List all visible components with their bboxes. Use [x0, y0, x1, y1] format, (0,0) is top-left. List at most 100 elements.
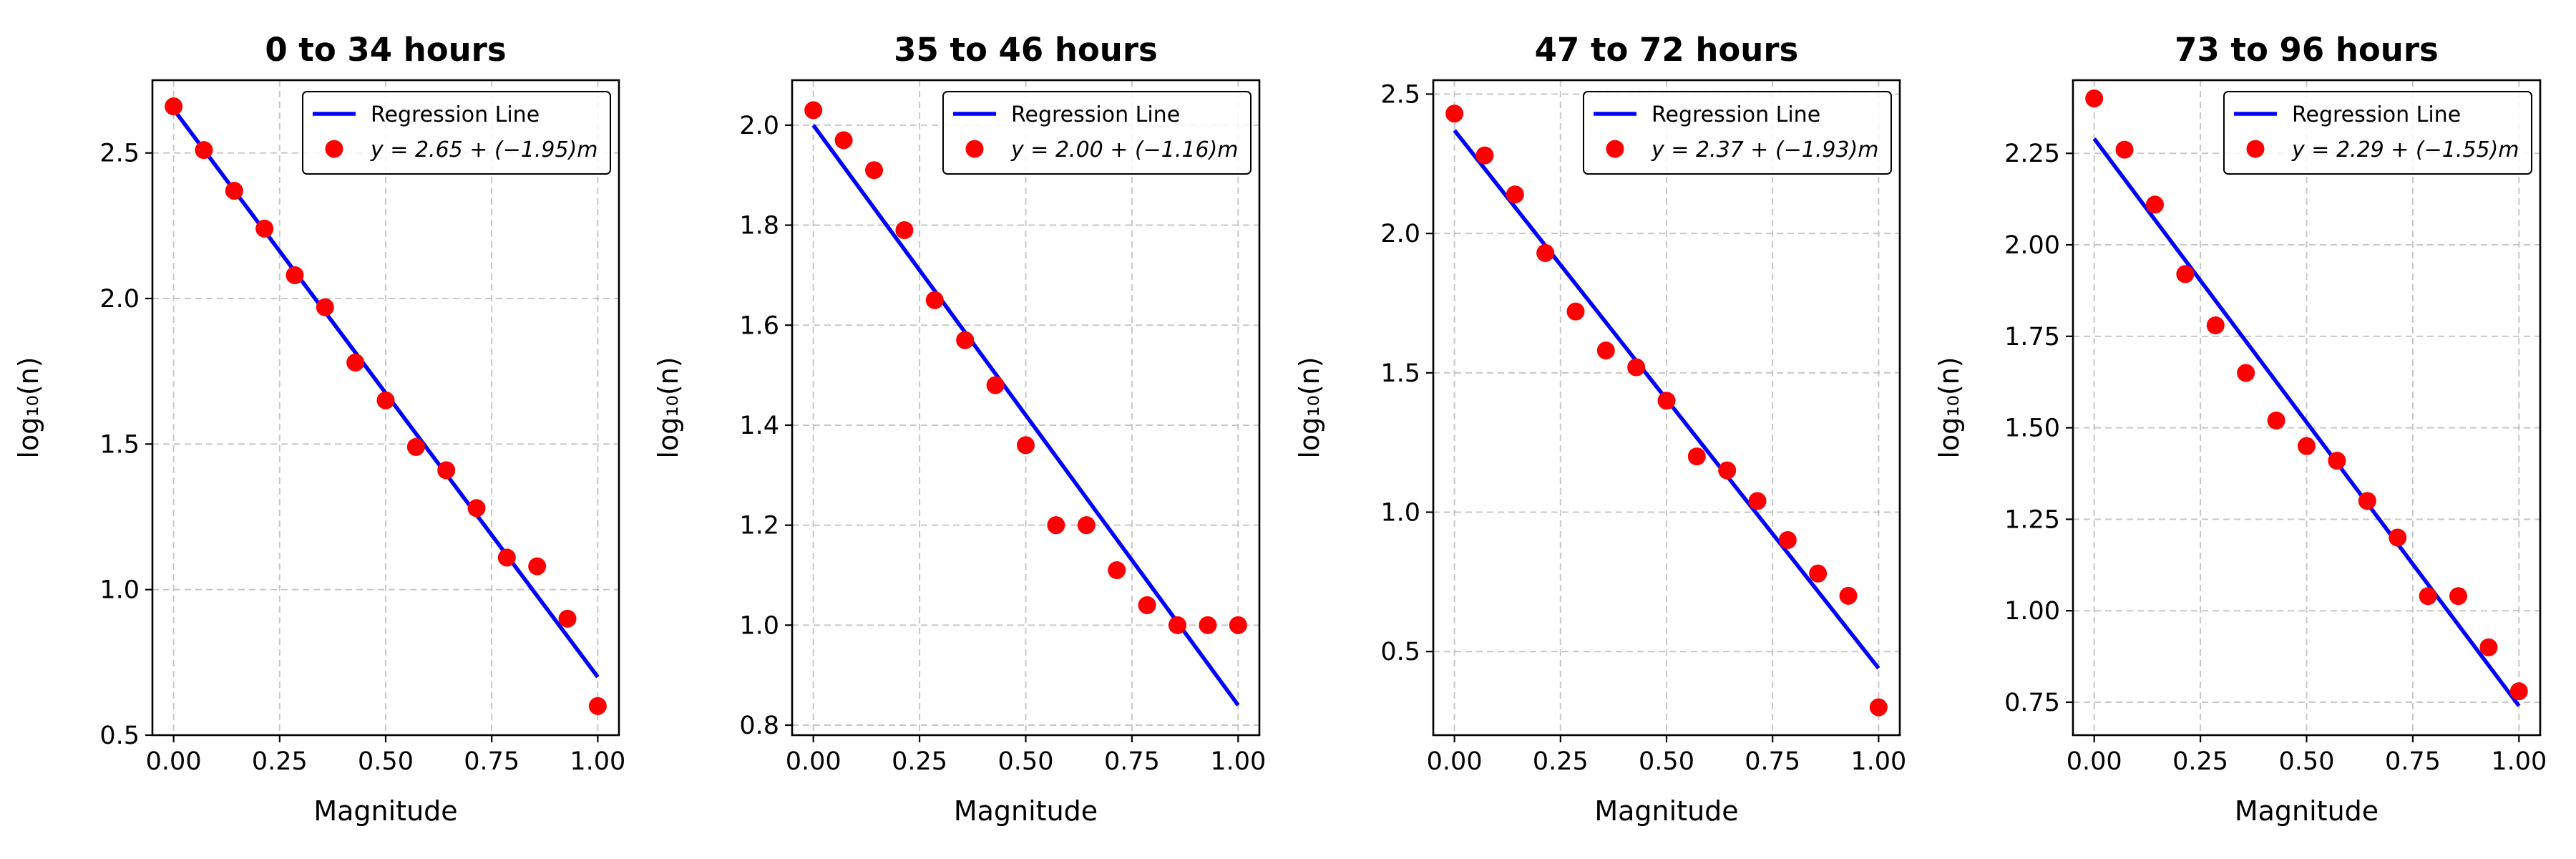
legend-points-label: y = 2.37 + (−1.93)m	[1651, 137, 1879, 162]
data-point	[1077, 516, 1096, 535]
legend: Regression Line y = 2.37 + (−1.93)m	[1583, 91, 1892, 175]
data-point	[1596, 341, 1615, 360]
regression-line	[811, 124, 1240, 707]
x-tick-label: 0.00	[146, 747, 202, 776]
data-point	[1199, 616, 1217, 634]
x-axis-label: Magnitude	[313, 795, 457, 827]
regression-line	[2092, 137, 2521, 707]
legend-line-label: Regression Line	[371, 102, 540, 127]
y-tick-label: 0.5	[1380, 638, 1420, 666]
data-point	[2206, 316, 2225, 334]
data-point	[1536, 243, 1555, 262]
y-tick-label: 0.5	[99, 722, 140, 750]
x-axis-label: Magnitude	[2235, 795, 2379, 827]
chart-title: 35 to 46 hours	[894, 31, 1158, 69]
data-point	[2267, 411, 2285, 430]
data-point	[1566, 302, 1585, 321]
data-point	[2449, 587, 2467, 606]
data-point	[1475, 146, 1494, 165]
data-point	[1778, 530, 1797, 549]
data-point	[588, 697, 607, 715]
y-axis-label: log₁₀(n)	[653, 356, 684, 458]
y-tick-label: 1.00	[2004, 597, 2060, 626]
y-tick-label: 2.25	[2004, 140, 2060, 168]
y-tick-label: 2.5	[99, 140, 140, 168]
y-tick-label: 1.6	[739, 311, 779, 340]
y-axis-label: log₁₀(n)	[1933, 356, 1965, 458]
data-point	[2146, 195, 2165, 214]
legend-point-swatch	[1606, 140, 1624, 158]
data-point	[286, 266, 304, 284]
data-point	[1718, 461, 1737, 480]
legend-line-label: Regression Line	[2292, 102, 2461, 127]
x-tick-label: 0.75	[2385, 747, 2441, 776]
y-tick-label: 1.75	[2004, 323, 2060, 351]
data-point	[2176, 265, 2195, 283]
data-point	[2237, 364, 2255, 382]
x-tick-label: 0.00	[2067, 747, 2122, 776]
data-point	[346, 353, 365, 372]
data-point	[1809, 564, 1828, 583]
x-tick-label: 0.25	[1533, 747, 1589, 776]
y-tick-label: 2.00	[2004, 231, 2060, 260]
x-tick-label: 0.00	[786, 747, 841, 776]
data-point	[2419, 587, 2437, 606]
y-tick-label: 1.5	[1380, 359, 1420, 388]
legend: Regression Line y = 2.65 + (−1.95)m	[302, 91, 611, 175]
data-point	[406, 437, 425, 456]
data-point	[467, 499, 486, 518]
y-tick-label: 1.8	[739, 212, 779, 241]
data-point	[2358, 492, 2376, 510]
x-axis-label: Magnitude	[1594, 795, 1738, 827]
data-point	[437, 461, 456, 480]
y-tick-label: 1.0	[739, 611, 779, 640]
y-tick-label: 1.0	[99, 576, 140, 605]
chart-title: 47 to 72 hours	[1535, 31, 1799, 69]
data-point	[528, 557, 547, 576]
data-point	[2115, 140, 2134, 159]
x-tick-label: 0.25	[892, 747, 947, 776]
data-point	[1657, 392, 1676, 410]
data-point	[2085, 89, 2104, 108]
x-tick-label: 0.25	[252, 747, 308, 776]
data-point	[1168, 616, 1186, 634]
x-tick-label: 0.75	[464, 747, 519, 776]
legend-points-label: y = 2.29 + (−1.55)m	[2291, 137, 2519, 162]
x-tick-label: 0.25	[2172, 747, 2228, 776]
data-point	[1108, 561, 1126, 580]
y-tick-label: 2.5	[1380, 80, 1420, 109]
data-point	[1748, 492, 1767, 510]
data-point	[986, 376, 1005, 394]
data-point	[497, 548, 516, 567]
y-axis-label: log₁₀(n)	[1294, 356, 1325, 458]
data-point	[1627, 358, 1646, 377]
data-point	[865, 161, 884, 180]
x-tick-label: 1.00	[570, 747, 625, 776]
y-tick-label: 1.50	[2004, 414, 2060, 443]
data-point	[1138, 596, 1156, 614]
legend-line-label: Regression Line	[1652, 102, 1820, 127]
legend: Regression Line y = 2.00 + (−1.16)m	[942, 91, 1252, 175]
data-point	[956, 331, 975, 349]
data-point	[2298, 437, 2316, 455]
data-point	[376, 391, 395, 409]
data-point	[1017, 436, 1035, 455]
data-point	[2328, 452, 2346, 470]
y-tick-label: 0.75	[2004, 689, 2060, 717]
data-point	[804, 101, 823, 120]
x-tick-label: 0.50	[998, 747, 1054, 776]
legend-point-swatch	[2246, 140, 2265, 158]
chart-title: 73 to 96 hours	[2175, 31, 2439, 69]
chart-panel-4: 0.00 0.25 0.50 0.75 1.00 0.75 1.00 1.25 1.50 1.75…	[1933, 31, 2547, 827]
x-axis-label: Magnitude	[954, 795, 1098, 827]
data-point	[2479, 638, 2498, 656]
x-tick-label: 0.50	[1639, 747, 1694, 776]
y-tick-label: 1.25	[2004, 505, 2060, 534]
x-tick-label: 0.75	[1104, 747, 1160, 776]
data-point	[165, 97, 183, 116]
chart-panel-2: 0.00 0.25 0.50 0.75 1.00 0.8 1.0 1.2 1.4 1.6 1.8 2.…	[653, 31, 1266, 827]
legend-points-label: y = 2.00 + (−1.16)m	[1010, 137, 1239, 162]
legend-points-label: y = 2.65 + (−1.95)m	[370, 137, 598, 162]
legend-box	[1583, 91, 1892, 175]
